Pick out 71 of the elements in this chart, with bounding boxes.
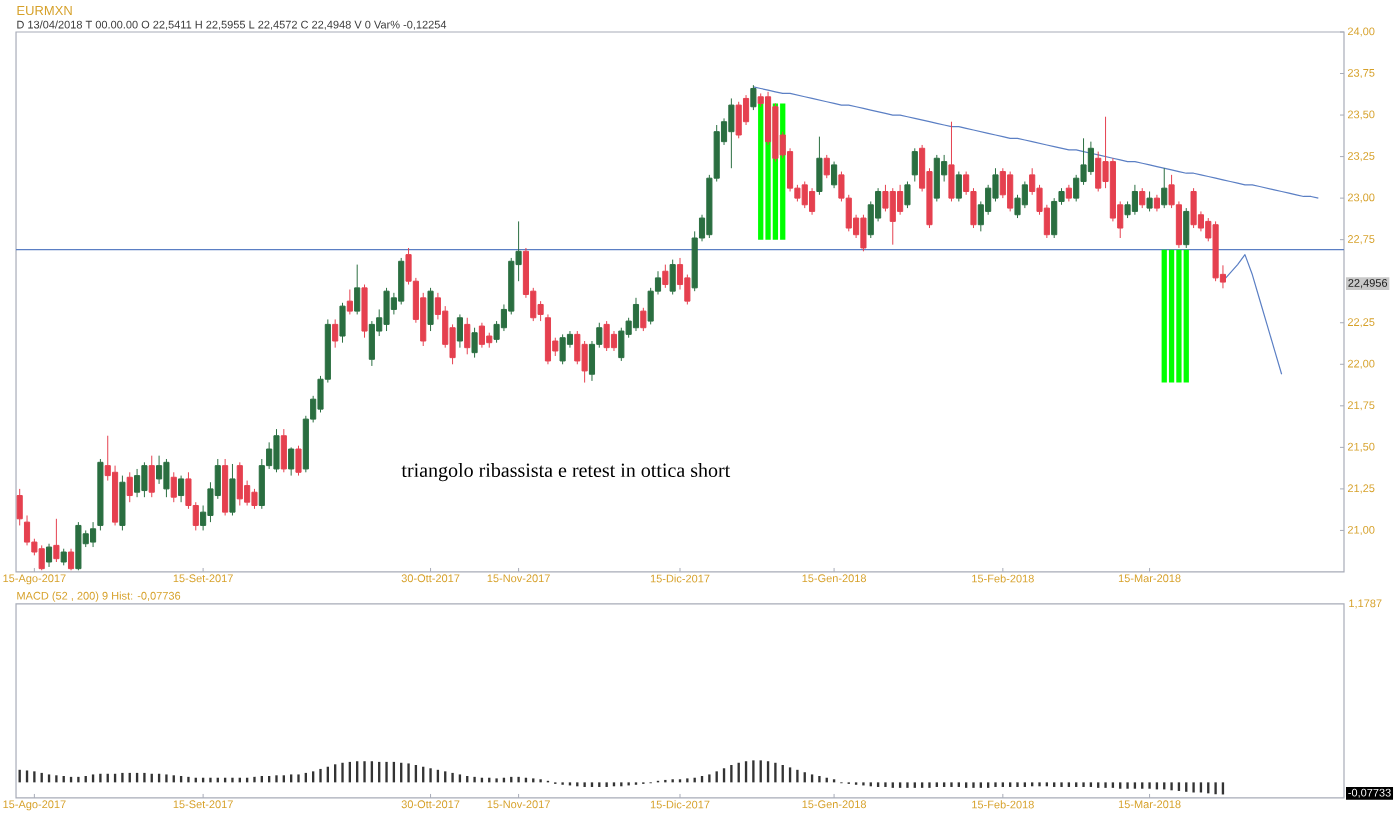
candlestick [640, 307, 647, 332]
candlestick [427, 287, 434, 332]
candlestick [1139, 187, 1146, 209]
candlestick [236, 461, 243, 507]
candlestick [1183, 207, 1190, 249]
candlestick [618, 327, 625, 362]
candlestick [1153, 194, 1160, 212]
candlestick [1065, 184, 1072, 202]
candlestick [346, 289, 353, 315]
candlestick [97, 458, 104, 531]
candlestick [398, 257, 405, 305]
candlestick [831, 161, 838, 189]
candlestick [1146, 190, 1153, 212]
candlestick [632, 297, 640, 332]
candlestick [750, 84, 757, 111]
candlestick [67, 548, 75, 570]
candlestick [456, 313, 463, 349]
candlestick [60, 548, 67, 566]
candlestick [728, 97, 735, 169]
candlestick [354, 264, 361, 315]
candlestick [163, 458, 170, 498]
candlestick [669, 259, 676, 295]
candlestick [1109, 157, 1116, 222]
candlestick [735, 101, 742, 139]
candlestick [332, 318, 339, 349]
candlestick [816, 136, 823, 196]
candlestick [112, 465, 119, 526]
candlestick [801, 181, 808, 209]
candlestick [1021, 181, 1028, 209]
candlestick [295, 445, 302, 477]
candlestick [603, 320, 610, 352]
candlestick [889, 187, 896, 246]
candlestick [178, 475, 185, 503]
candlestick [383, 287, 390, 332]
candlestick [911, 147, 918, 183]
candlestick [53, 518, 60, 563]
candlestick [933, 154, 940, 202]
candlestick [45, 543, 53, 568]
candlestick [897, 184, 904, 216]
candlestick [823, 154, 830, 179]
candlestick [134, 468, 141, 498]
candlestick [368, 320, 375, 367]
candlestick [229, 463, 236, 516]
candlestick [471, 327, 478, 359]
candlestick [809, 187, 816, 216]
candlestick [280, 428, 287, 473]
candlestick [1087, 141, 1094, 176]
candlestick [1190, 187, 1197, 229]
candlestick [904, 181, 911, 209]
candlestick [486, 332, 493, 349]
candlestick [288, 446, 295, 477]
candlestick [251, 488, 258, 510]
candlestick [148, 455, 155, 498]
line-series [1222, 254, 1283, 375]
candlestick [948, 121, 955, 202]
candlestick [1131, 184, 1138, 216]
candlestick [559, 333, 566, 365]
candlestick [610, 330, 618, 352]
candlestick [1051, 197, 1058, 239]
candlestick [156, 455, 163, 485]
candlestick [581, 340, 588, 384]
candlestick [955, 171, 962, 202]
candlestick [1007, 171, 1014, 212]
candlestick [574, 330, 581, 365]
candlestick [860, 214, 867, 252]
candlestick [170, 471, 177, 503]
annotation: triangolo ribassista e retest in ottica short [401, 462, 731, 482]
candlestick [222, 458, 229, 516]
candlestick [1212, 220, 1219, 282]
candlestick [478, 322, 485, 349]
candlestick [1161, 167, 1168, 209]
